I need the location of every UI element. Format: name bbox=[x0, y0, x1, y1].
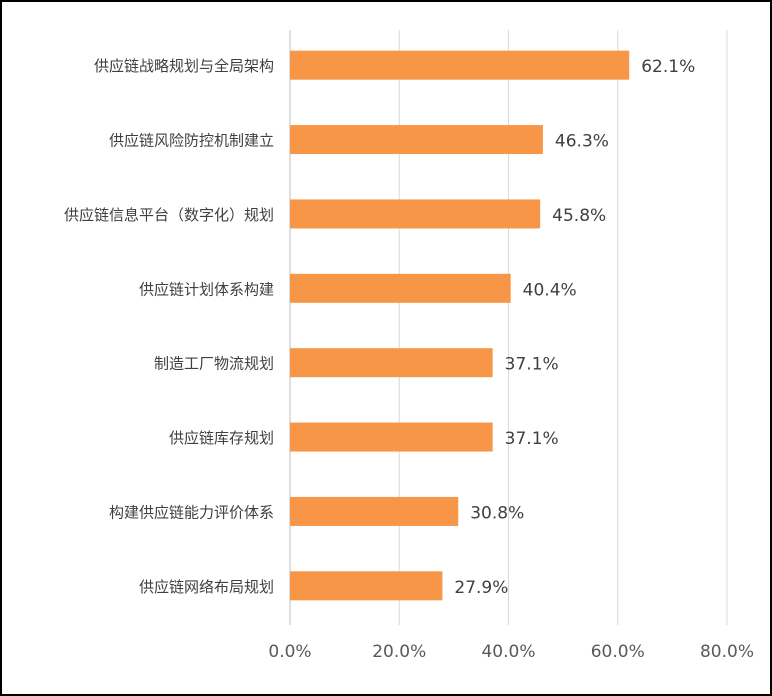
category-label: 供应链库存规划 bbox=[169, 429, 274, 447]
category-label: 供应链信息平台（数字化）规划 bbox=[64, 206, 274, 224]
value-label: 46.3% bbox=[555, 132, 609, 152]
bar bbox=[290, 199, 541, 229]
x-tick-label: 20.0% bbox=[372, 642, 426, 662]
bar bbox=[290, 571, 443, 601]
value-label: 62.1% bbox=[641, 57, 695, 77]
value-label: 40.4% bbox=[523, 280, 577, 300]
bar bbox=[290, 125, 543, 155]
bar bbox=[290, 422, 493, 452]
value-label: 37.1% bbox=[505, 355, 559, 375]
x-tick-label: 0.0% bbox=[268, 642, 311, 662]
bar bbox=[290, 273, 511, 303]
value-label: 27.9% bbox=[454, 578, 508, 598]
category-label: 构建供应链能力评价体系 bbox=[109, 503, 274, 521]
bar bbox=[290, 348, 493, 378]
category-label: 供应链战略规划与全局架构 bbox=[94, 57, 274, 75]
value-label: 30.8% bbox=[470, 503, 524, 523]
bar bbox=[290, 50, 630, 80]
x-tick-label: 60.0% bbox=[591, 642, 645, 662]
category-label: 供应链网络布局规划 bbox=[139, 578, 274, 596]
x-tick-label: 80.0% bbox=[700, 642, 754, 662]
value-label: 37.1% bbox=[505, 429, 559, 449]
x-tick-label: 40.0% bbox=[481, 642, 535, 662]
category-label: 供应链风险防控机制建立 bbox=[109, 132, 274, 150]
category-label: 供应链计划体系构建 bbox=[139, 280, 274, 298]
category-label: 制造工厂物流规划 bbox=[154, 355, 274, 373]
value-label: 45.8% bbox=[552, 206, 606, 226]
bar bbox=[290, 496, 459, 526]
